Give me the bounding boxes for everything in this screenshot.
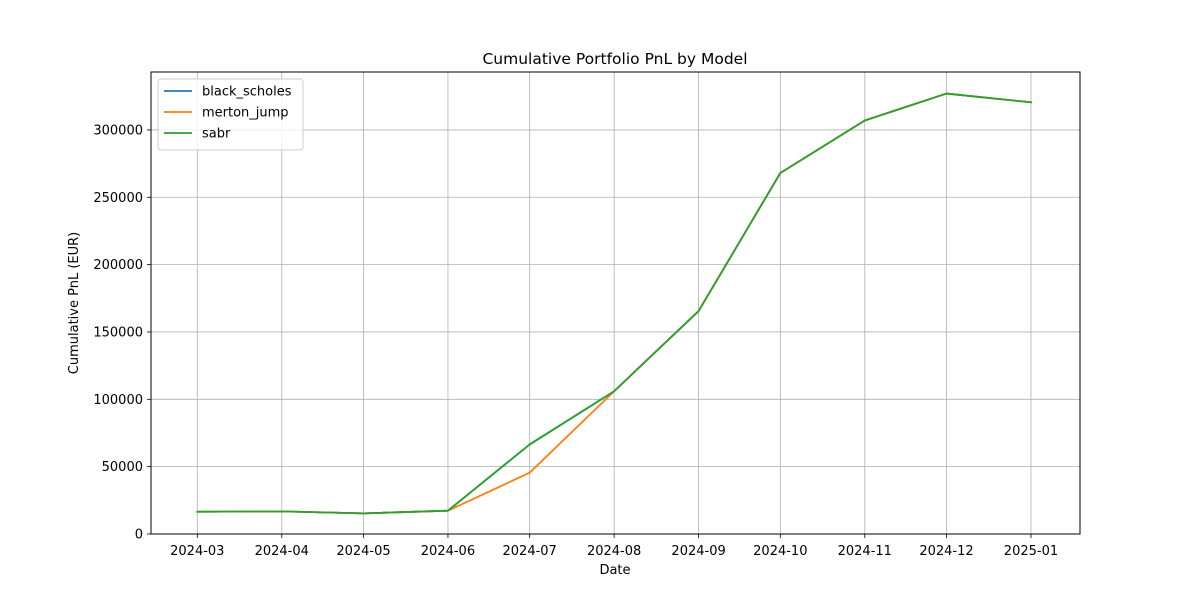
x-tick-label: 2025-01: [1004, 544, 1058, 559]
legend-label-sabr: sabr: [202, 127, 231, 142]
x-tick-label: 2024-08: [587, 544, 641, 559]
legend-box: [157, 78, 304, 151]
x-axis-ticks: 2024-03 2024-04 2024-05 2024-06 2024-07 2024-…: [170, 534, 1058, 559]
x-tick-label: 2024-06: [421, 544, 475, 559]
series-line-sabr: [196, 92, 1032, 515]
y-tick-label: 200000: [93, 258, 143, 273]
y-axis-ticks: 0 50000 100000 150000 200000 250000 300000: [93, 123, 151, 543]
chart-title: Cumulative Portfolio PnL by Model: [482, 50, 747, 68]
x-tick-label: 2024-09: [671, 544, 725, 559]
legend-label-merton-jump: merton_jump: [202, 106, 289, 121]
x-tick-label: 2024-12: [919, 544, 973, 559]
y-axis-label: Cumulative PnL (EUR): [67, 232, 82, 374]
y-tick-label: 0: [135, 528, 143, 543]
y-tick-label: 100000: [93, 393, 143, 408]
y-tick-label: 50000: [102, 460, 143, 475]
series-layer: [196, 92, 1032, 515]
y-tick-label: 150000: [93, 325, 143, 340]
x-tick-label: 2024-07: [503, 544, 557, 559]
y-tick-label: 250000: [93, 191, 143, 206]
x-tick-label: 2024-05: [336, 544, 390, 559]
x-tick-label: 2024-10: [753, 544, 807, 559]
x-tick-label: 2024-03: [170, 544, 224, 559]
x-tick-label: 2024-11: [838, 544, 892, 559]
grid-lines: [151, 72, 1080, 535]
x-axis-label: Date: [599, 563, 630, 578]
legend-label-black-scholes: black_scholes: [202, 85, 292, 100]
plot-frame: [150, 71, 1081, 535]
x-tick-label: 2024-04: [255, 544, 309, 559]
y-tick-label: 300000: [93, 123, 143, 138]
